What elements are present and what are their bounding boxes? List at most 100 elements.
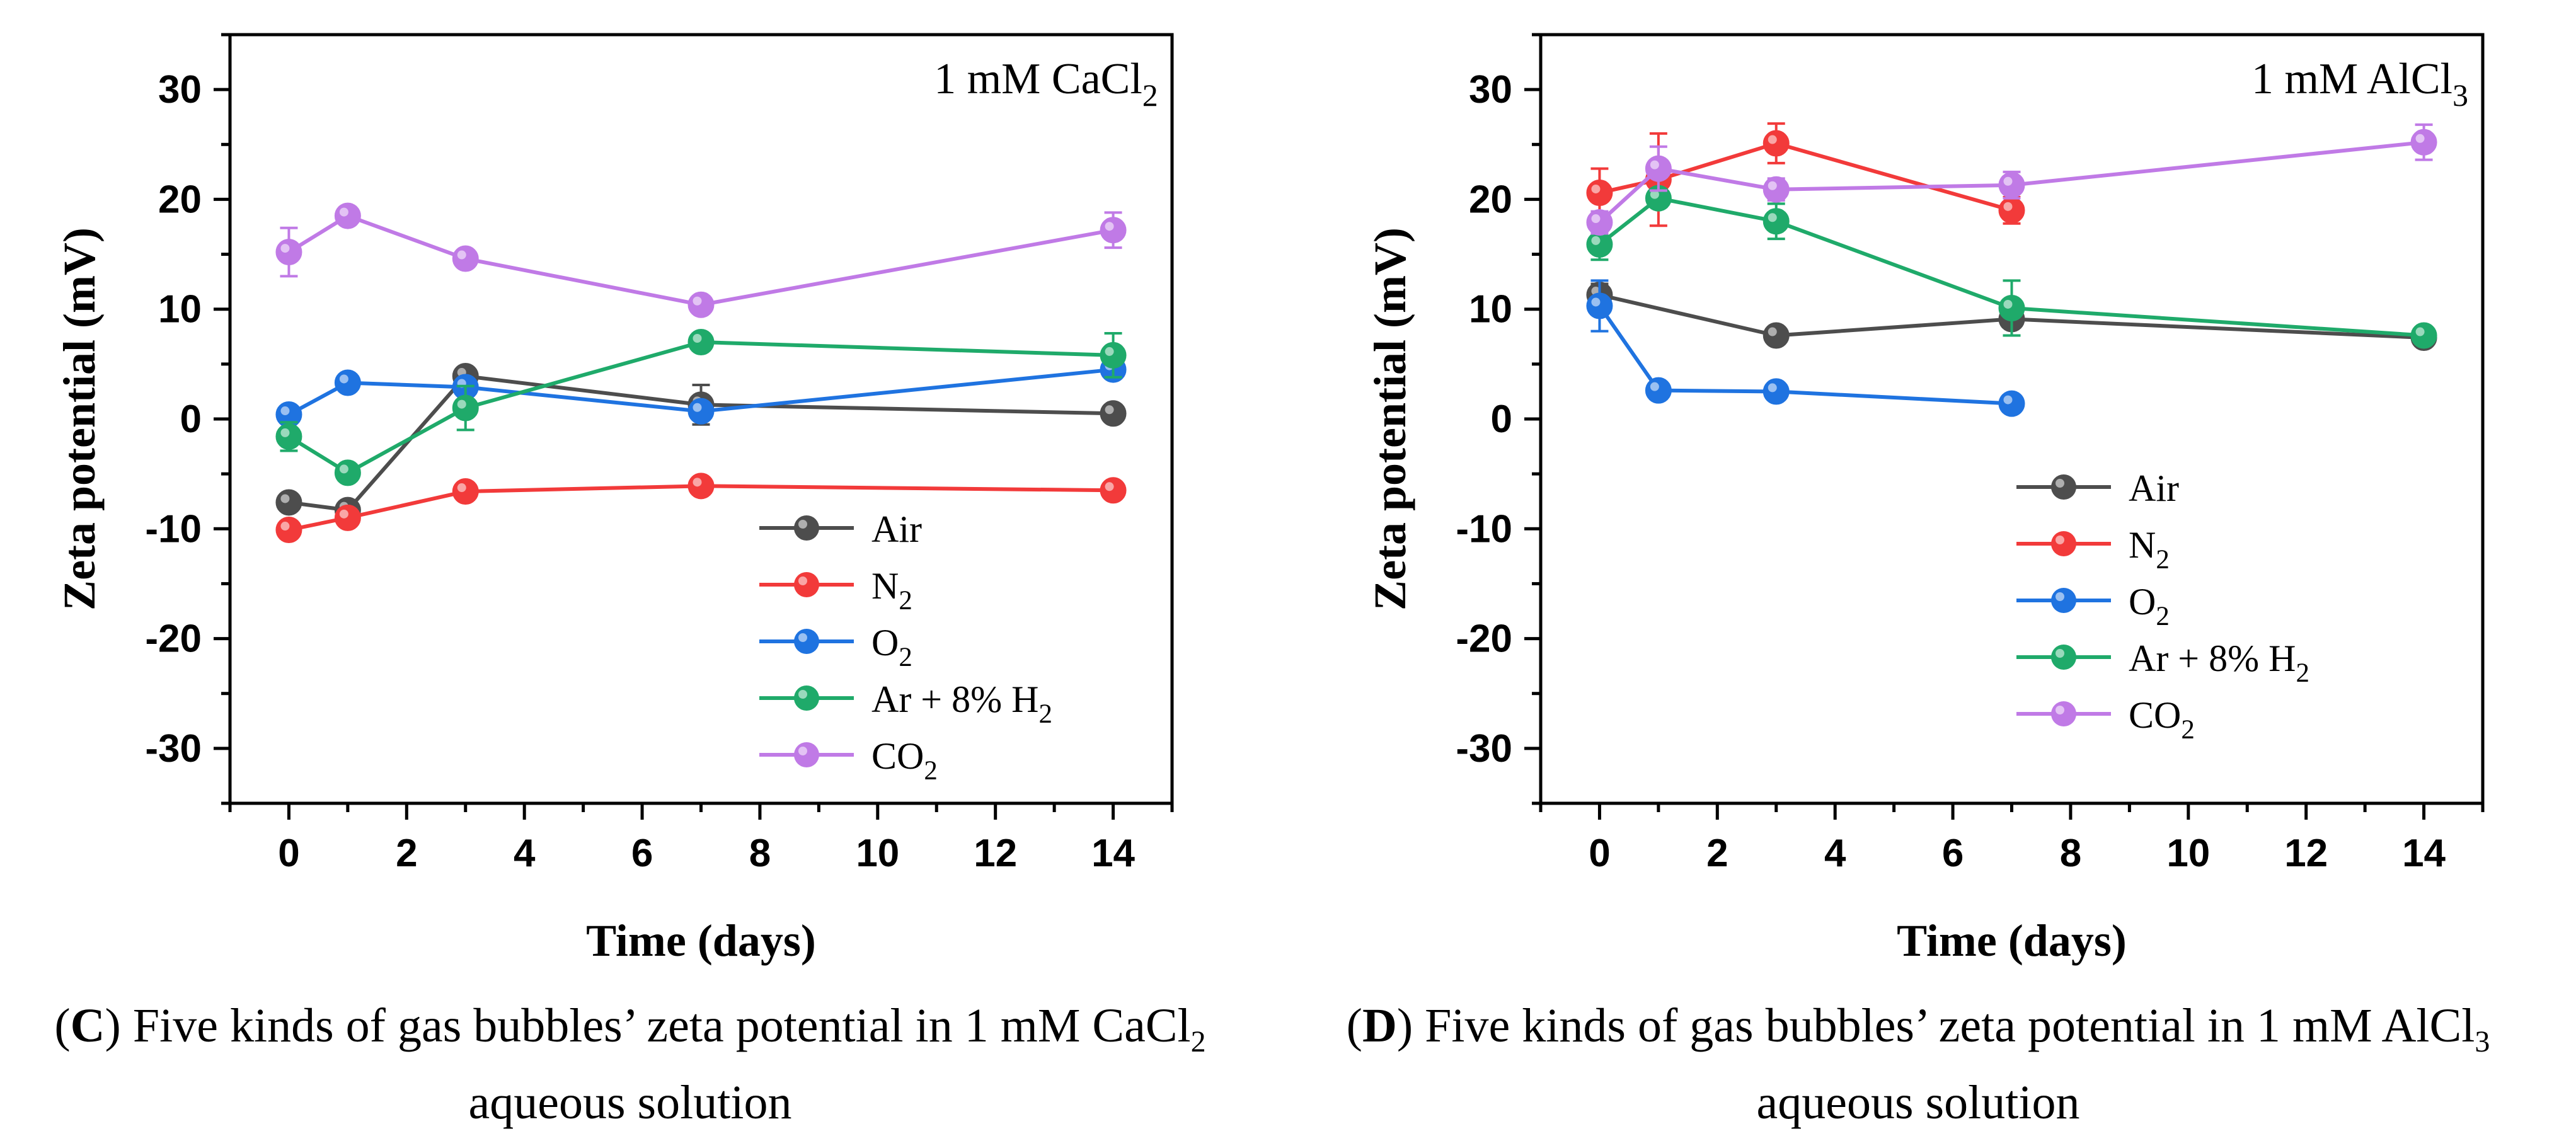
point-highlight	[1768, 213, 1777, 222]
x-tick-label: 4	[514, 832, 536, 875]
point-highlight	[1105, 222, 1114, 231]
point-highlight	[1768, 135, 1777, 144]
chart-annotation: 1 mM AlCl3	[2251, 55, 2468, 113]
data-point-n2	[1762, 130, 1790, 157]
data-point-co2	[1586, 209, 1613, 236]
data-point-o2	[687, 398, 715, 425]
legend-marker-co2	[2051, 701, 2076, 726]
x-tick-label: 10	[2166, 832, 2210, 875]
data-point-co2	[1645, 155, 1672, 182]
legend-marker-co2	[794, 742, 819, 767]
legend-label-air: Air	[2129, 467, 2179, 509]
point-highlight	[339, 207, 348, 217]
point-highlight	[2056, 536, 2064, 544]
caption-d-letter: D	[1362, 999, 1397, 1052]
point-highlight	[339, 464, 348, 474]
point-highlight	[1591, 297, 1601, 307]
point-highlight	[798, 690, 807, 699]
x-tick-label: 0	[1589, 832, 1610, 875]
point-highlight	[798, 633, 807, 642]
point-highlight	[798, 747, 807, 755]
legend-label-co2: CO2	[871, 735, 938, 786]
data-point-co2	[1762, 176, 1790, 203]
chart-panel-d: 0 2 4 6 8 10 12 14 -30 -20 -10 0 10 20 30 Time (days) Ze…	[1365, 33, 2485, 966]
point-highlight	[2003, 176, 2013, 186]
x-tick-label: 6	[1942, 832, 1964, 875]
point-highlight	[2003, 299, 2013, 309]
point-highlight	[280, 406, 290, 416]
x-tick-label: 4	[1824, 832, 1846, 875]
y-axis-label: Zeta potential (mV)	[1365, 227, 1415, 611]
legend-marker-air	[794, 515, 819, 541]
y-tick-label: 30	[158, 68, 202, 112]
data-point-arh2	[1762, 208, 1790, 235]
x-tick-label: 12	[974, 832, 1017, 875]
point-highlight	[1105, 482, 1114, 491]
data-point-co2	[2410, 129, 2437, 156]
point-highlight	[1591, 184, 1601, 193]
y-tick-label: -20	[145, 617, 202, 661]
y-tick-label: 30	[1469, 68, 1512, 112]
data-point-arh2	[687, 329, 715, 355]
point-highlight	[2056, 592, 2064, 601]
legend-marker-arh2	[2051, 645, 2076, 670]
y-tick-label: 10	[158, 288, 202, 331]
x-tick-label: 8	[749, 832, 771, 875]
data-point-arh2	[452, 394, 479, 421]
x-axis-label: Time (days)	[586, 915, 816, 966]
point-highlight	[339, 509, 348, 519]
data-point-arh2	[1998, 294, 2025, 321]
point-highlight	[693, 478, 702, 487]
caption-c-sub: 2	[1190, 1025, 1206, 1059]
series-n2	[275, 473, 1127, 544]
point-highlight	[693, 296, 702, 306]
legend-label-air: Air	[871, 508, 922, 550]
y-tick-label: 0	[180, 398, 202, 441]
legend-marker-o2	[794, 629, 819, 654]
point-highlight	[2056, 479, 2064, 488]
point-highlight	[1768, 181, 1777, 190]
caption-c-letter: C	[70, 999, 105, 1052]
data-point-o2	[1586, 292, 1613, 319]
x-tick-label: 8	[2060, 832, 2081, 875]
data-point-n2	[687, 473, 715, 500]
series-o2	[1586, 279, 2025, 417]
x-tick-label: 12	[2284, 832, 2328, 875]
y-tick-label: -30	[145, 727, 202, 771]
y-axis-label: Zeta potential (mV)	[54, 227, 105, 611]
y-tick-label: -30	[1456, 727, 1512, 771]
point-highlight	[280, 522, 290, 531]
point-highlight	[280, 428, 290, 437]
point-highlight	[280, 244, 290, 253]
series-co2	[1586, 123, 2437, 236]
data-point-n2	[1586, 179, 1613, 206]
point-highlight	[693, 334, 702, 343]
x-tick-label: 2	[1706, 832, 1728, 875]
point-highlight	[2415, 327, 2425, 336]
chart-panel-c: 0 2 4 6 8 10 12 14 -30 -20 -10 0 10 20 30 Time (days) Ze…	[54, 33, 1174, 966]
caption-d-text: Five kinds of gas bubbles’ zeta potentia…	[1425, 999, 2475, 1052]
point-highlight	[1650, 382, 1659, 391]
point-highlight	[2415, 134, 2425, 143]
data-point-n2	[1100, 477, 1127, 504]
data-point-o2	[334, 369, 361, 396]
data-point-co2	[275, 239, 302, 266]
x-tick-label: 14	[2402, 832, 2446, 875]
point-highlight	[280, 494, 290, 503]
legend-label-arh2: Ar + 8% H2	[871, 679, 1052, 729]
chart-annotation: 1 mM CaCl2	[934, 55, 1158, 113]
data-point-o2	[1645, 377, 1672, 404]
data-point-co2	[452, 245, 479, 272]
series-line-air	[1599, 293, 2424, 340]
point-highlight	[693, 403, 702, 412]
data-point-n2	[1998, 197, 2025, 224]
x-axis-label: Time (days)	[1897, 915, 2127, 966]
data-point-o2	[1762, 378, 1790, 405]
point-highlight	[339, 374, 348, 384]
legend: Air N2 O2 Ar + 8% H2 CO2	[759, 508, 1052, 786]
point-highlight	[2056, 649, 2064, 658]
y-tick-label: 10	[1469, 288, 1512, 331]
legend-label-co2: CO2	[2129, 694, 2195, 745]
x-tick-label: 10	[856, 832, 899, 875]
caption-d-line2: aqueous solution	[1756, 1076, 2080, 1130]
